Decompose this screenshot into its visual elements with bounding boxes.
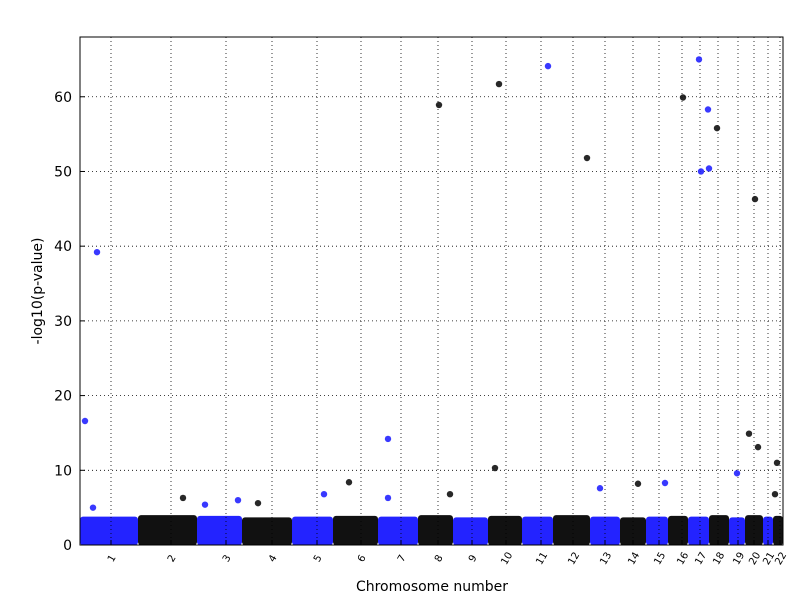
y-tick-label: 0 — [63, 538, 72, 554]
x-tick-label: 14 — [626, 550, 642, 567]
point — [435, 101, 443, 109]
x-tick-label: 12 — [566, 550, 582, 567]
chromosome-band — [292, 516, 333, 545]
chromosome-band — [763, 516, 773, 545]
x-tick-label: 20 — [747, 550, 763, 567]
point — [751, 195, 759, 203]
x-tick-label: 11 — [534, 550, 550, 567]
point — [384, 435, 392, 443]
point — [679, 94, 687, 101]
point — [544, 62, 552, 70]
chromosome-band — [773, 515, 783, 545]
chromosome-band — [745, 515, 763, 545]
chromosome-band — [138, 515, 197, 545]
point — [583, 154, 591, 162]
chromosome-band — [646, 516, 668, 545]
point — [596, 485, 604, 492]
chromosome-band — [453, 517, 488, 545]
x-axis-label: Chromosome number — [356, 579, 508, 595]
x-tick-label: 17 — [693, 550, 709, 567]
point — [93, 248, 101, 256]
point — [771, 491, 779, 498]
chromosome-band — [729, 517, 745, 545]
point — [320, 491, 328, 498]
chromosome-band — [242, 517, 292, 545]
point — [754, 443, 762, 451]
point — [201, 501, 209, 508]
x-tick-label: 22 — [773, 550, 789, 567]
point — [234, 496, 242, 504]
point — [345, 479, 353, 486]
point — [733, 470, 741, 477]
x-tick-label: 7 — [396, 553, 409, 564]
chromosome-band — [709, 515, 729, 545]
point — [495, 80, 503, 88]
point — [705, 165, 713, 172]
chromosome-band — [378, 516, 418, 545]
point — [697, 168, 705, 175]
x-tick-label: 6 — [356, 553, 369, 564]
y-tick-label: 60 — [54, 90, 72, 106]
point — [384, 494, 392, 502]
x-tick-label: 5 — [312, 553, 325, 564]
x-tick-label: 1 — [106, 553, 119, 564]
chromosome-band — [620, 517, 646, 545]
y-tick-label: 30 — [54, 314, 72, 330]
chromosome-band — [80, 516, 138, 545]
y-tick-label: 40 — [54, 239, 72, 255]
x-tick-label: 13 — [598, 550, 614, 567]
plot-frame — [79, 36, 784, 546]
chromosome-band — [488, 515, 522, 545]
x-tick-label: 9 — [467, 553, 480, 564]
chromosome-band — [522, 516, 553, 545]
x-tick-label: 10 — [499, 550, 515, 567]
x-tick-label: 19 — [731, 550, 747, 567]
y-tick-label: 10 — [54, 463, 72, 479]
x-tick-label: 2 — [166, 553, 179, 564]
point — [179, 494, 187, 502]
x-tick-label: 16 — [675, 550, 691, 567]
point — [661, 479, 669, 487]
x-tick-label: 15 — [652, 550, 668, 567]
x-tick-label: 8 — [433, 553, 446, 564]
point — [81, 417, 89, 425]
x-tick-label: 18 — [711, 550, 727, 567]
y-tick-label: 20 — [54, 389, 72, 405]
chromosome-band — [688, 516, 709, 545]
point — [695, 56, 703, 63]
point — [446, 491, 454, 498]
point — [773, 459, 781, 467]
point — [254, 499, 262, 507]
point — [713, 124, 721, 132]
chromosome-band — [553, 515, 590, 545]
point — [89, 504, 97, 511]
point — [634, 480, 642, 487]
y-axis-label: -log10(p-value) — [30, 238, 46, 345]
chromosome-band — [668, 515, 688, 545]
point — [491, 464, 499, 472]
point — [745, 430, 753, 437]
chromosome-band — [197, 515, 242, 545]
chromosome-band — [590, 516, 620, 545]
x-tick-label: 4 — [267, 553, 280, 564]
x-tick-label: 3 — [221, 553, 234, 564]
point — [704, 106, 712, 113]
chromosome-band — [418, 515, 453, 545]
chromosome-band — [333, 515, 378, 545]
y-tick-label: 50 — [54, 164, 72, 180]
